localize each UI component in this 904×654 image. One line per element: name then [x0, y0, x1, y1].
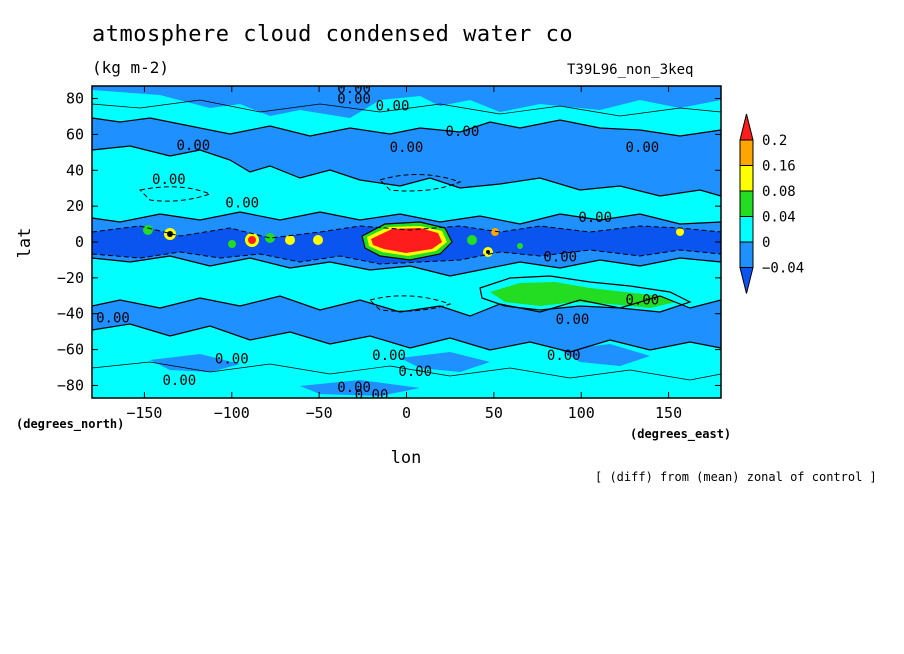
x-axis-label: lon: [391, 448, 422, 468]
contour-label: 0.00: [547, 348, 581, 364]
contour-label: 0.00: [556, 312, 590, 328]
colorbar-label: 0.16: [762, 159, 796, 175]
y-axis: 80 60 40 20 0 −20 −40 −60 −80: [57, 90, 721, 394]
colorbar-segment: [739, 190, 754, 217]
colorbar-label: −0.04: [762, 261, 804, 277]
colorbar-label: 0: [762, 235, 770, 251]
x-tick-label: 50: [485, 404, 503, 422]
contour-label: 0.00: [355, 387, 389, 403]
contour-field: 0.000.00 0.000.000.00 0.00 0.000.000.000.00…: [92, 81, 721, 403]
y-tick-label: 80: [66, 90, 84, 108]
colorbar: 0.2 0.16 0.08 0.04 0 −0.04: [739, 113, 804, 294]
contour-label: 0.00: [446, 124, 480, 140]
contour-label: 0.00: [626, 292, 660, 308]
contour-label: 0.00: [372, 348, 406, 364]
y-tick-label: 20: [66, 197, 84, 215]
colorbar-top-arrow: [739, 113, 754, 141]
x-tick-label: −150: [126, 404, 162, 422]
contour-label: 0.00: [578, 210, 612, 226]
colorbar-segment: [739, 241, 754, 268]
y-axis-label: lat: [15, 228, 35, 259]
chart-title: atmosphere cloud condensed water co: [92, 22, 574, 47]
colorbar-segment: [739, 139, 754, 166]
contour-label: 0.00: [96, 310, 130, 326]
y-tick-label: 40: [66, 161, 84, 179]
contour-label: 0.00: [376, 99, 410, 115]
y-tick-label: 60: [66, 125, 84, 143]
y-tick-label: −80: [57, 376, 84, 394]
contour-label: 0.00: [337, 380, 371, 396]
x-tick-label: −100: [214, 404, 250, 422]
x-tick-label: −50: [306, 404, 333, 422]
contour-label: 0.00: [337, 81, 371, 97]
contour-label: 0.00: [390, 140, 424, 156]
y-tick-label: −60: [57, 341, 84, 359]
y-tick-label: −20: [57, 269, 84, 287]
x-units-label: (degrees_east): [630, 427, 731, 442]
contour-label: 0.00: [337, 92, 371, 108]
y-tick-label: 0: [75, 233, 84, 251]
footer-note: [ (diff) from (mean) zonal of control ]: [595, 470, 877, 484]
x-axis: −150 −100 −50 0 50 100 150: [126, 86, 682, 422]
colorbar-label: 0.04: [762, 210, 796, 226]
run-label: T39L96_non_3keq: [567, 62, 694, 78]
units-label: (kg m-2): [92, 58, 170, 77]
contour-label: 0.00: [152, 172, 186, 188]
y-units-label: (degrees_north): [16, 417, 124, 432]
colorbar-segment: [739, 216, 754, 243]
colorbar-segment: [739, 165, 754, 192]
contour-label: 0.00: [626, 140, 660, 156]
contour-label: 0.00: [543, 249, 577, 265]
colorbar-bottom-arrow: [739, 267, 754, 294]
colorbar-label: 0.2: [762, 133, 787, 149]
contour-label: 0.00: [215, 352, 249, 368]
contour-label: 0.00: [176, 138, 210, 154]
contour-label: 0.00: [398, 364, 432, 380]
contour-label: 0.00: [163, 373, 197, 389]
x-tick-label: 100: [568, 404, 595, 422]
x-tick-label: 150: [655, 404, 682, 422]
y-tick-label: −40: [57, 305, 84, 323]
contour-label-group: 0.000.00 0.000.000.00 0.00 0.000.000.000.00…: [96, 81, 660, 403]
colorbar-label: 0.08: [762, 184, 796, 200]
x-tick-label: 0: [402, 404, 411, 422]
contour-label: 0.00: [225, 196, 259, 212]
